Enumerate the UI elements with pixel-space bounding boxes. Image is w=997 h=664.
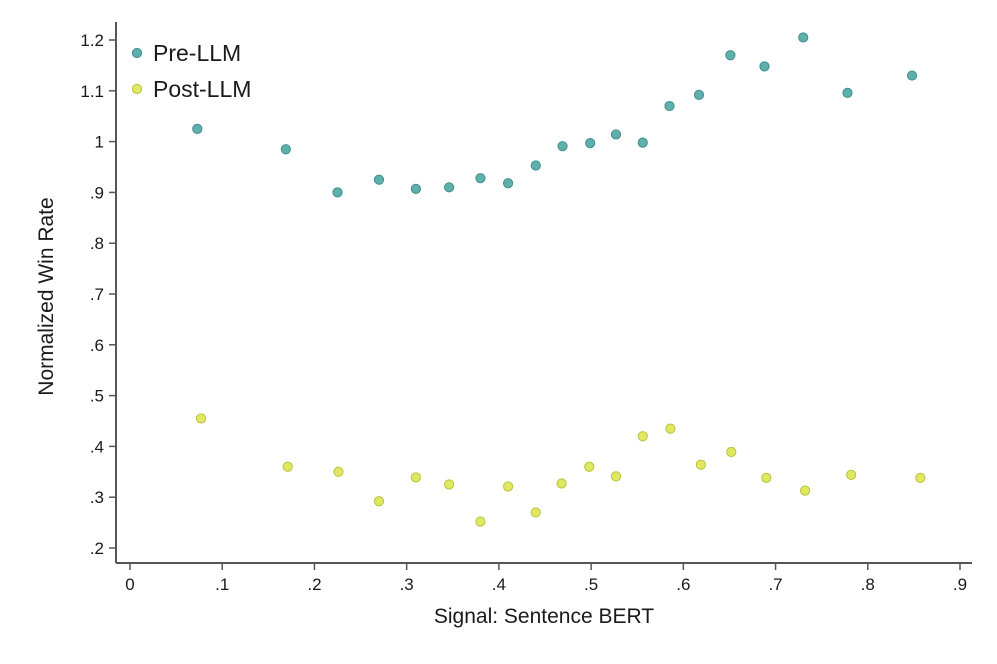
data-point bbox=[906, 70, 918, 81]
data-point bbox=[530, 160, 541, 171]
legend-item: Pre-LLM bbox=[131, 40, 241, 66]
series-post-llm bbox=[195, 413, 926, 527]
y-tick-label: 1 bbox=[95, 133, 104, 152]
data-points bbox=[192, 32, 926, 527]
data-point bbox=[798, 32, 809, 43]
data-point bbox=[333, 466, 344, 477]
data-point bbox=[373, 496, 385, 507]
data-point bbox=[726, 446, 737, 458]
x-tick-label: .6 bbox=[676, 575, 690, 594]
x-tick-label: .3 bbox=[400, 575, 414, 594]
data-point bbox=[503, 178, 514, 189]
y-tick-label: .9 bbox=[90, 183, 104, 202]
legend-label: Post-LLM bbox=[153, 76, 251, 102]
y-tick-label: .2 bbox=[90, 539, 104, 558]
y-tick-label: 1.2 bbox=[80, 31, 104, 50]
data-point bbox=[637, 431, 648, 442]
y-tick-label: .8 bbox=[90, 234, 104, 253]
y-tick-label: .4 bbox=[90, 437, 104, 456]
x-axis-ticks: 0 .1 .2 .3 .4 .5 .6 .7 .8 .9 bbox=[125, 563, 967, 594]
data-point bbox=[664, 100, 675, 112]
data-point bbox=[915, 472, 926, 483]
data-point bbox=[761, 472, 772, 483]
x-tick-label: .7 bbox=[768, 575, 782, 594]
data-point bbox=[557, 141, 568, 152]
data-point bbox=[192, 123, 203, 134]
data-point bbox=[410, 472, 421, 483]
x-tick-label: .9 bbox=[953, 575, 967, 594]
data-point bbox=[665, 423, 676, 434]
data-point bbox=[725, 50, 736, 61]
data-point bbox=[556, 478, 567, 489]
y-tick-label: .3 bbox=[90, 488, 104, 507]
series-pre-llm bbox=[192, 32, 918, 198]
data-point bbox=[373, 174, 385, 185]
data-point bbox=[759, 61, 770, 72]
legend: Pre-LLM Post-LLM bbox=[131, 40, 251, 102]
data-point bbox=[332, 187, 343, 198]
legend-marker bbox=[131, 47, 143, 59]
y-axis-ticks: .2 .3 .4 .5 .6 .7 .8 .9 1 1.1 1.2 bbox=[80, 31, 116, 558]
data-point bbox=[443, 479, 455, 490]
x-tick-label: .5 bbox=[584, 575, 598, 594]
data-point bbox=[195, 413, 207, 424]
data-point bbox=[475, 516, 486, 527]
y-axis-title: Normalized Win Rate bbox=[35, 197, 58, 395]
data-point bbox=[584, 461, 595, 472]
x-tick-label: .1 bbox=[215, 575, 229, 594]
legend-marker bbox=[131, 83, 143, 95]
y-tick-label: .7 bbox=[90, 285, 104, 304]
x-tick-label: .2 bbox=[307, 575, 321, 594]
data-point bbox=[410, 183, 421, 194]
data-point bbox=[695, 459, 706, 470]
y-tick-label: .5 bbox=[90, 387, 104, 406]
data-point bbox=[610, 471, 622, 482]
data-point bbox=[282, 461, 293, 472]
x-tick-label: .4 bbox=[492, 575, 506, 594]
x-axis-title: Signal: Sentence BERT bbox=[434, 605, 654, 628]
data-point bbox=[530, 507, 541, 518]
data-point bbox=[475, 173, 486, 184]
y-tick-label: 1.1 bbox=[80, 82, 104, 101]
data-point bbox=[842, 87, 853, 98]
data-point bbox=[799, 485, 811, 496]
data-point bbox=[637, 137, 648, 148]
data-point bbox=[693, 89, 705, 100]
x-tick-label: 0 bbox=[125, 575, 134, 594]
legend-item: Post-LLM bbox=[131, 76, 251, 102]
data-point bbox=[280, 144, 291, 155]
data-point bbox=[846, 469, 857, 480]
x-tick-label: .8 bbox=[861, 575, 875, 594]
y-tick-label: .6 bbox=[90, 336, 104, 355]
legend-label: Pre-LLM bbox=[153, 40, 241, 66]
data-point bbox=[503, 481, 514, 492]
data-point bbox=[443, 182, 455, 193]
axes bbox=[115, 22, 972, 564]
data-point bbox=[585, 138, 596, 149]
data-point bbox=[610, 129, 622, 140]
